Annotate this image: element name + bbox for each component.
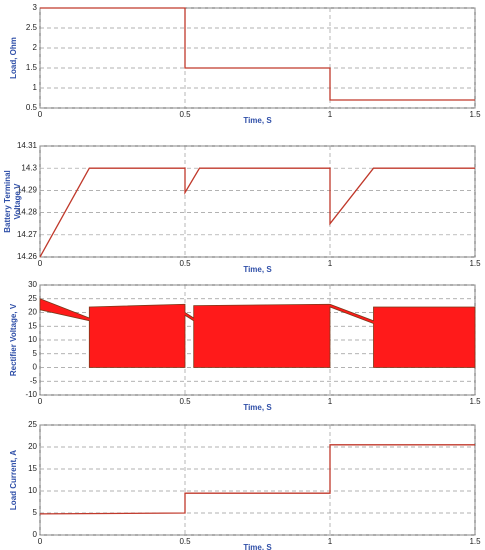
y-tick-label: 0 [33, 530, 38, 539]
y-tick-label: 5 [33, 349, 38, 358]
y-tick-label: 14.31 [17, 141, 38, 150]
band-fill [39, 298, 476, 368]
x-tick-label: 0 [38, 397, 43, 406]
y-axis-label: Battery Terminal [3, 170, 12, 233]
x-tick-label: 0 [38, 110, 43, 119]
plot-area [39, 145, 476, 258]
y-tick-label: 25 [28, 294, 37, 303]
y-tick-label: 14.28 [17, 208, 38, 217]
x-tick-label: 1 [328, 397, 333, 406]
plot-area [39, 7, 476, 109]
y-tick-label: 14.29 [17, 186, 38, 195]
y-tick-label: 5 [33, 508, 38, 517]
x-tick-label: 1 [328, 110, 333, 119]
y-tick-label: 20 [28, 442, 37, 451]
x-tick-label: 1.5 [469, 397, 481, 406]
y-tick-label: 0.5 [26, 103, 38, 112]
x-tick-label: 0 [38, 537, 43, 546]
y-tick-label: 15 [28, 321, 37, 330]
x-tick-label: 1.5 [469, 537, 481, 546]
x-axis-label: Time, S [243, 403, 272, 412]
y-tick-label: 1.5 [26, 63, 38, 72]
y-axis-label: Voltage,V [13, 183, 22, 220]
x-tick-label: 0.5 [179, 397, 191, 406]
y-tick-label: 25 [28, 420, 37, 429]
y-tick-label: 0 [33, 363, 38, 372]
data-line [40, 7, 475, 101]
x-axis-label: Time, S [243, 116, 272, 125]
y-tick-label: 10 [28, 486, 37, 495]
x-tick-label: 1.5 [469, 110, 481, 119]
x-tick-label: 0.5 [179, 110, 191, 119]
x-axis-label: Time, S [243, 543, 272, 550]
x-axis-label: Time, S [243, 265, 272, 274]
y-tick-label: 14.26 [17, 252, 38, 261]
y-tick-label: 14.3 [21, 163, 37, 172]
y-tick-label: 2.5 [26, 23, 38, 32]
y-axis-label: Load Current, A [9, 450, 18, 510]
y-tick-label: 30 [28, 280, 37, 289]
x-tick-label: 1 [328, 259, 333, 268]
plot-area [39, 424, 476, 536]
y-tick-label: 20 [28, 308, 37, 317]
y-tick-label: -5 [30, 376, 38, 385]
x-tick-label: 0 [38, 259, 43, 268]
y-tick-label: 3 [33, 3, 38, 12]
y-tick-label: 14.27 [17, 230, 38, 239]
y-axis-label: Rectifier Voltage, V [9, 303, 18, 376]
data-line [39, 444, 475, 515]
y-tick-label: 2 [33, 43, 38, 52]
y-tick-label: -10 [25, 390, 37, 399]
x-tick-label: 1 [328, 537, 333, 546]
x-tick-label: 0.5 [179, 259, 191, 268]
data-line [39, 167, 475, 258]
x-tick-label: 1.5 [469, 259, 481, 268]
y-tick-label: 15 [28, 464, 37, 473]
y-tick-label: 1 [33, 83, 38, 92]
y-axis-label: Load, Ohm [9, 37, 18, 79]
y-tick-label: 10 [28, 335, 37, 344]
x-tick-label: 0.5 [179, 537, 191, 546]
